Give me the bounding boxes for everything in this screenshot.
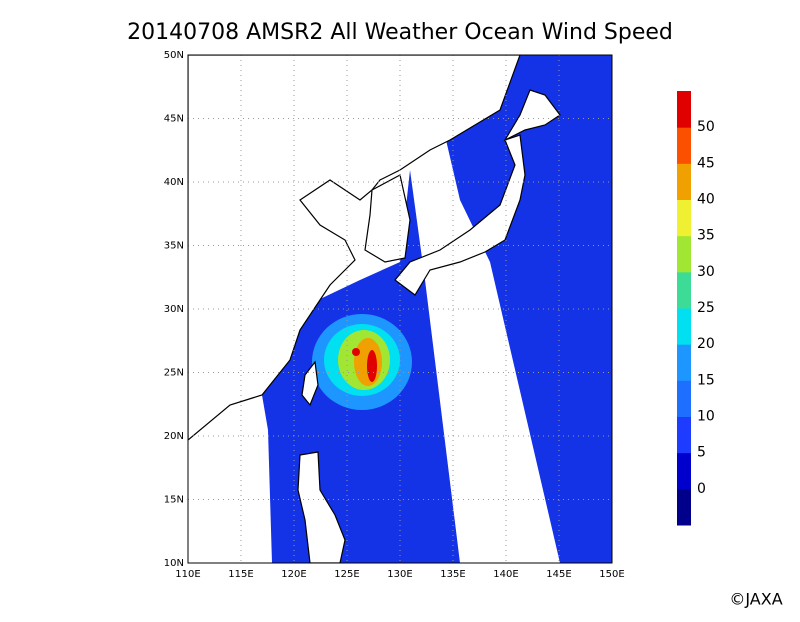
colorbar-label: 0 xyxy=(697,481,706,497)
lat-tick-label: 15N xyxy=(164,495,184,506)
lon-tick-label: 110E xyxy=(175,569,200,580)
colorbar-segment xyxy=(677,452,691,490)
colorbar-label: 25 xyxy=(697,300,715,316)
lat-tick-label: 10N xyxy=(164,558,184,569)
colorbar-segment xyxy=(677,416,691,454)
lon-tick-label: 115E xyxy=(228,569,253,580)
lat-tick-label: 25N xyxy=(164,368,184,379)
colorbar-segment xyxy=(677,199,691,237)
korea xyxy=(364,174,411,263)
colorbar-segment xyxy=(677,127,691,164)
lon-tick-label: 135E xyxy=(440,569,465,580)
lat-tick-label: 45N xyxy=(164,114,184,125)
colorbar-segment xyxy=(677,488,691,526)
japan xyxy=(394,134,526,296)
colorbar-label: 35 xyxy=(697,228,715,244)
colorbar: 0 5 10 15 20 25 30 35 40 45 50 xyxy=(677,91,715,526)
lon-tick-label: 140E xyxy=(493,569,518,580)
colorbar-segment xyxy=(677,308,691,345)
coastline xyxy=(188,55,521,441)
colorbar-label: 20 xyxy=(697,336,715,352)
lat-tick-label: 35N xyxy=(164,241,184,252)
colorbar-label: 5 xyxy=(697,445,706,461)
lat-tick-label: 50N xyxy=(164,50,184,61)
map: 110E 115E 120E 125E 130E 135E 140E 145E 150E 10N 1… xyxy=(164,50,625,580)
lon-tick-label: 150E xyxy=(599,569,624,580)
colorbar-segment xyxy=(677,91,691,128)
title: 20140708 AMSR2 All Weather Ocean Wind Sp… xyxy=(127,20,673,45)
typhoon xyxy=(312,314,412,410)
colorbar-label: 10 xyxy=(697,409,715,425)
lon-tick-label: 120E xyxy=(281,569,306,580)
credit: ©JAXA xyxy=(729,590,782,609)
colorbar-label: 45 xyxy=(697,155,715,171)
colorbar-segment xyxy=(677,380,691,417)
colorbar-label: 15 xyxy=(697,372,715,388)
colorbar-segment xyxy=(677,163,691,200)
lat-tick-label: 20N xyxy=(164,431,184,442)
colorbar-label: 40 xyxy=(697,192,715,208)
colorbar-label: 30 xyxy=(697,264,715,280)
colorbar-label: 50 xyxy=(697,119,715,135)
lon-tick-label: 145E xyxy=(546,569,571,580)
lon-tick-label: 125E xyxy=(334,569,359,580)
colorbar-segment xyxy=(677,344,691,381)
map-frame xyxy=(187,54,613,564)
lat-tick-label: 40N xyxy=(164,177,184,188)
colorbar-segment xyxy=(677,235,691,273)
colorbar-segment xyxy=(677,271,691,309)
lat-tick-label: 30N xyxy=(164,304,184,315)
philippines xyxy=(297,451,346,563)
lon-tick-label: 130E xyxy=(387,569,412,580)
hokkaido xyxy=(503,89,561,142)
